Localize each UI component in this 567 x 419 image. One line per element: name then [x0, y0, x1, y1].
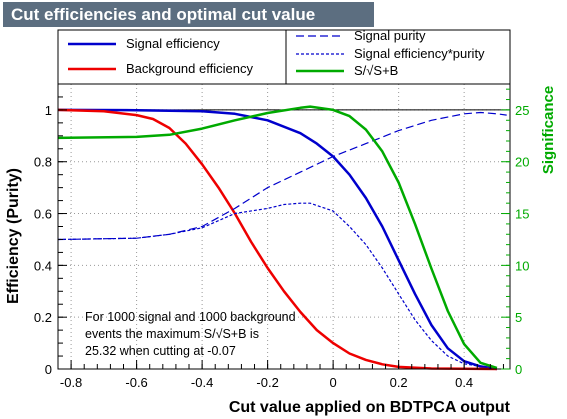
annotation-line: For 1000 signal and 1000 background	[85, 310, 296, 324]
series-line-4	[57, 105, 498, 370]
x-tick-label: 0.4	[455, 375, 473, 390]
legend-label: S/√S+B	[354, 63, 398, 78]
chart-title: Cut efficiencies and optimal cut value	[3, 2, 374, 27]
legend-label: Signal efficiency	[126, 36, 220, 51]
series-line-3	[57, 202, 497, 370]
y2-axis-label: Significance	[540, 86, 557, 174]
y2-tick-label: 0	[515, 362, 522, 377]
legend: Signal efficiency Background efficiency Si…	[57, 28, 511, 85]
annotation-line: events the maximum S/√S+B is	[85, 327, 259, 341]
series-line-2	[57, 111, 507, 241]
y-tick-label: 0.6	[34, 207, 52, 222]
y-tick-label: 0	[45, 362, 52, 377]
annotation: For 1000 signal and 1000 background event…	[85, 310, 296, 358]
y-tick-label: 0.4	[34, 258, 52, 273]
legend-label: Signal purity	[354, 28, 426, 43]
y2-tick-label: 20	[515, 155, 529, 170]
x-tick-label: -0.2	[256, 375, 278, 390]
x-tick-label: -0.8	[60, 375, 82, 390]
y2-tick-label: 15	[515, 207, 529, 222]
series-line-0	[57, 108, 498, 371]
y-tick-label: 1	[45, 103, 52, 118]
annotation-line: 25.32 when cutting at -0.07	[85, 344, 236, 358]
curves	[57, 105, 507, 371]
axes: -0.8 -0.6 -0.4 -0.2 0 0.2 0.400.20.40.60.81051…	[34, 88, 529, 390]
x-tick-label: 0.2	[390, 375, 408, 390]
x-tick-label: -0.4	[191, 375, 213, 390]
y2-tick-label: 25	[515, 103, 529, 118]
legend-label: Background efficiency	[126, 61, 253, 76]
x-tick-label: 0	[330, 375, 337, 390]
y2-tick-label: 5	[515, 310, 522, 325]
legend-box-left	[57, 29, 287, 85]
y-tick-label: 0.8	[34, 155, 52, 170]
y2-tick-label: 10	[515, 258, 529, 273]
legend-label: Signal efficiency*purity	[354, 46, 485, 61]
legend-box-right	[285, 29, 511, 85]
x-axis-label: Cut value applied on BDTPCA output	[229, 399, 511, 416]
y-axis-label: Efficiency (Purity)	[5, 168, 22, 304]
series-line-1	[57, 108, 497, 371]
x-tick-label: -0.6	[125, 375, 147, 390]
y-tick-label: 0.2	[34, 310, 52, 325]
